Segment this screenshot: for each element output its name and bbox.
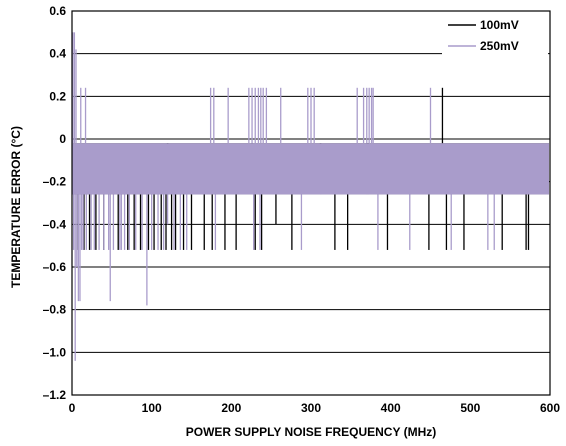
legend-background xyxy=(442,12,548,58)
legend-label: 100mV xyxy=(480,18,519,32)
plot-frame xyxy=(71,10,551,396)
x-tick-label: 200 xyxy=(221,401,241,415)
y-tick-label: 0.2 xyxy=(49,89,66,103)
x-tick-label: 300 xyxy=(301,401,321,415)
y-axis-title: TEMPERATURE ERROR (°C) xyxy=(9,126,23,288)
y-tick-label: –0.4 xyxy=(43,217,67,231)
y-tick-label: –1.2 xyxy=(43,388,67,402)
y-tick-label: –1.0 xyxy=(43,345,67,359)
x-tick-label: 400 xyxy=(381,401,401,415)
y-tick-label: 0.6 xyxy=(49,4,66,18)
y-tick-label: 0 xyxy=(59,132,66,146)
series-250mv xyxy=(72,32,550,361)
y-tick-label: –0.2 xyxy=(43,175,67,189)
x-tick-label: 0 xyxy=(69,401,76,415)
x-tick-labels: 0 100 200 300 400 500 600 xyxy=(69,401,561,415)
x-tick-label: 600 xyxy=(540,401,560,415)
series-layer xyxy=(72,32,550,361)
legend: 100mV 250mV xyxy=(442,12,548,58)
y-tick-label: 0.4 xyxy=(49,47,66,61)
series-250mv-band xyxy=(72,143,550,195)
y-tick-label: –0.6 xyxy=(43,260,67,274)
x-axis-title: POWER SUPPLY NOISE FREQUENCY (MHz) xyxy=(186,425,436,439)
y-tick-label: –0.8 xyxy=(43,303,67,317)
legend-label: 250mV xyxy=(480,39,519,53)
y-tick-labels: 0.6 0.4 0.2 0 –0.2 –0.4 –0.6 –0.8 –1.0 –1.2 xyxy=(43,4,67,402)
x-tick-label: 500 xyxy=(460,401,480,415)
x-tick-label: 100 xyxy=(142,401,162,415)
